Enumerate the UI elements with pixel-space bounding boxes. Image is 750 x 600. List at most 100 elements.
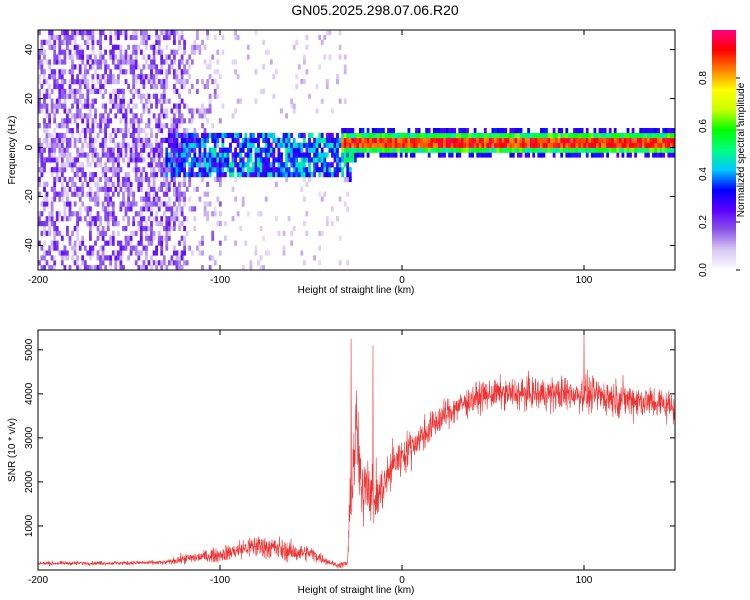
spectrogram-cell xyxy=(573,137,576,143)
spectrogram-cell xyxy=(76,211,79,217)
spectrogram-cell xyxy=(422,142,426,148)
spectrogram-cell xyxy=(134,79,138,85)
spectrogram-cell xyxy=(127,162,130,168)
spectrogram-cell xyxy=(672,147,675,153)
spectrogram-cell xyxy=(122,216,125,222)
spectrogram-cell xyxy=(76,54,79,60)
spectrogram-cell xyxy=(58,74,62,80)
spectrogram-cell xyxy=(139,230,143,236)
spectrogram-cell xyxy=(124,235,128,241)
spectrogram-cell xyxy=(303,172,306,178)
spectrogram-cell xyxy=(117,142,120,148)
spectrogram-cell xyxy=(73,49,77,55)
spectrogram-cell xyxy=(211,79,215,85)
spectrogram-cell xyxy=(203,201,207,207)
spectrogram-cell xyxy=(178,221,181,227)
spectrogram-cell xyxy=(165,225,169,232)
spectrogram-cell xyxy=(211,54,215,60)
spectrogram-cell xyxy=(83,113,87,119)
spectrogram-cell xyxy=(183,142,186,148)
spectrogram-cell xyxy=(555,137,558,143)
spectrogram-cell xyxy=(150,265,153,270)
spectrogram-cell xyxy=(216,137,220,143)
spectrogram-cell xyxy=(647,152,650,158)
spectrogram-cell xyxy=(524,132,528,139)
spectrogram-cell xyxy=(315,83,319,90)
spectrogram-cell xyxy=(134,147,138,153)
spectrogram-cell xyxy=(76,108,79,114)
spectrogram-cell xyxy=(101,260,105,266)
spectrogram-cell xyxy=(99,123,102,129)
spectrogram-cell xyxy=(134,157,138,163)
spectrogram-cell xyxy=(440,152,444,158)
spectrogram-cell xyxy=(89,206,92,212)
spectrogram-cell xyxy=(139,98,143,104)
spectrogram-cell xyxy=(394,147,398,153)
spectrogram-cell xyxy=(190,162,194,168)
x-tick-label: -100 xyxy=(210,575,230,586)
spectrogram-cell xyxy=(649,137,653,143)
spectrogram-cell xyxy=(262,157,265,163)
spectrogram-cell xyxy=(60,167,64,173)
spectrogram-cell xyxy=(99,54,102,60)
spectrogram-cell xyxy=(188,118,192,124)
spectrogram-cell xyxy=(137,137,141,143)
spectrogram-cell xyxy=(201,250,204,256)
spectrogram-cell xyxy=(139,30,143,36)
spectrogram-cell xyxy=(122,157,125,163)
spectrogram-cell xyxy=(104,255,107,261)
spectrogram-cell xyxy=(106,225,110,232)
spectrogram-cell xyxy=(99,162,102,168)
spectrogram-cell xyxy=(147,162,151,168)
spectrogram-cell xyxy=(40,108,44,114)
spectrogram-cell xyxy=(127,240,130,246)
spectrogram-cell xyxy=(206,108,209,114)
spectrogram-cell xyxy=(40,167,44,173)
spectrogram-cell xyxy=(132,157,136,163)
spectrogram-cell xyxy=(639,142,643,148)
spectrogram-cell xyxy=(180,255,184,261)
spectrogram-cell xyxy=(155,103,158,109)
spectrogram-cell xyxy=(389,152,393,158)
spectrogram-cell xyxy=(106,216,110,222)
spectrogram-cell xyxy=(659,147,663,153)
spectrogram-cell xyxy=(272,157,276,163)
spectrogram-cell xyxy=(318,157,322,163)
spectrogram-cell xyxy=(320,167,324,173)
spectrogram-cell xyxy=(231,216,235,222)
spectrogram-cell xyxy=(157,147,161,153)
spectrogram-cell xyxy=(160,30,164,36)
spectrogram-cell xyxy=(99,49,102,55)
spectrogram-cell xyxy=(147,181,151,187)
spectrogram-cell xyxy=(183,216,186,222)
spectrogram-cell xyxy=(48,265,51,270)
spectrogram-cell xyxy=(333,147,337,153)
spectrogram-cell xyxy=(55,176,59,183)
spectrogram-cell xyxy=(323,137,327,143)
spectrogram-cell xyxy=(190,118,194,124)
spectrogram-cell xyxy=(318,230,322,236)
spectrogram-cell xyxy=(667,128,671,134)
spectrogram-cell xyxy=(356,147,360,153)
spectrogram-cell xyxy=(45,123,49,129)
spectrogram-cell xyxy=(193,49,197,55)
spectrogram-cell xyxy=(295,83,299,90)
spectrogram-cell xyxy=(162,260,166,266)
spectrogram-cell xyxy=(489,152,492,158)
spectrogram-cell xyxy=(257,162,260,168)
spectrogram-cell xyxy=(427,128,431,134)
spectrogram-cell xyxy=(63,108,67,114)
spectrogram-cell xyxy=(63,34,67,41)
spectrogram-cell xyxy=(323,142,327,148)
spectrogram-cell xyxy=(183,181,186,187)
spectrogram-cell xyxy=(262,167,265,173)
spectrogram-cell xyxy=(285,147,288,153)
spectrogram-cell xyxy=(145,59,148,65)
spectrogram-cell xyxy=(415,147,418,153)
spectrogram-cell xyxy=(580,128,584,134)
spectrogram-cell xyxy=(78,152,82,158)
spectrogram-cell xyxy=(83,30,87,36)
spectrogram-cell xyxy=(203,152,207,158)
spectrogram-cell xyxy=(621,137,625,143)
spectrogram-cell xyxy=(262,39,265,45)
